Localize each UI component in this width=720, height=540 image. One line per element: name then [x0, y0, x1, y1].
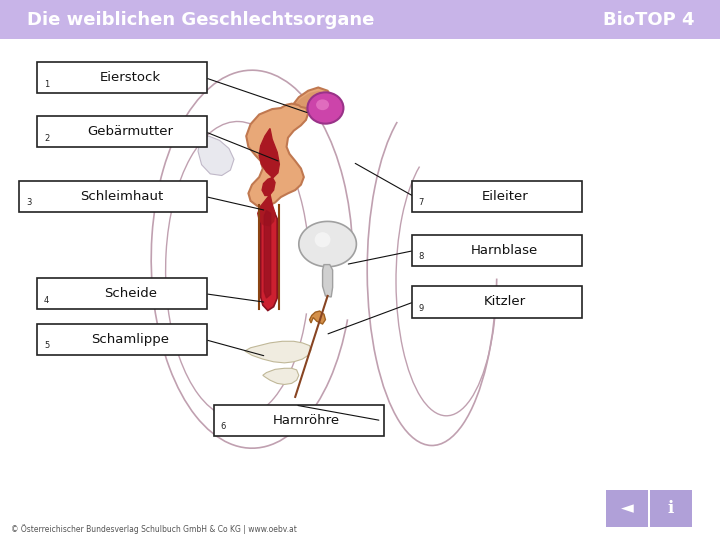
- Text: 6: 6: [220, 422, 225, 431]
- FancyBboxPatch shape: [214, 405, 384, 436]
- Text: 8: 8: [418, 252, 423, 261]
- Text: Schamlippe: Schamlippe: [91, 333, 169, 346]
- FancyBboxPatch shape: [606, 490, 648, 526]
- FancyBboxPatch shape: [37, 324, 207, 355]
- FancyBboxPatch shape: [37, 278, 207, 309]
- Polygon shape: [299, 221, 356, 267]
- Text: 3: 3: [26, 198, 31, 207]
- FancyBboxPatch shape: [412, 181, 582, 212]
- Polygon shape: [294, 87, 333, 109]
- Text: 7: 7: [418, 198, 423, 207]
- Text: Schleimhaut: Schleimhaut: [80, 190, 163, 203]
- Polygon shape: [263, 368, 299, 384]
- Text: 1: 1: [44, 79, 49, 89]
- Polygon shape: [264, 211, 271, 298]
- Polygon shape: [310, 311, 325, 324]
- FancyBboxPatch shape: [650, 490, 692, 526]
- FancyBboxPatch shape: [19, 181, 207, 212]
- Text: ℹ: ℹ: [668, 499, 674, 517]
- FancyBboxPatch shape: [37, 62, 207, 93]
- Text: ◄: ◄: [621, 499, 634, 517]
- FancyBboxPatch shape: [37, 116, 207, 147]
- Text: Gebärmutter: Gebärmutter: [87, 125, 174, 138]
- FancyBboxPatch shape: [412, 235, 582, 266]
- Text: © Österreichischer Bundesverlag Schulbuch GmbH & Co KG | www.oebv.at: © Österreichischer Bundesverlag Schulbuc…: [11, 524, 297, 534]
- Text: Kitzler: Kitzler: [484, 295, 526, 308]
- Polygon shape: [261, 208, 277, 310]
- Text: 5: 5: [44, 341, 49, 350]
- Text: Scheide: Scheide: [104, 287, 157, 300]
- FancyBboxPatch shape: [0, 0, 720, 39]
- Polygon shape: [258, 194, 275, 226]
- Polygon shape: [295, 91, 330, 108]
- Text: 2: 2: [44, 133, 49, 143]
- Ellipse shape: [307, 92, 343, 124]
- FancyBboxPatch shape: [412, 286, 582, 318]
- Ellipse shape: [316, 99, 329, 110]
- Polygon shape: [323, 265, 333, 297]
- Text: BioTOP 4: BioTOP 4: [603, 11, 695, 29]
- Ellipse shape: [315, 232, 330, 247]
- Text: Eierstock: Eierstock: [100, 71, 161, 84]
- Polygon shape: [198, 136, 234, 176]
- Polygon shape: [245, 341, 311, 363]
- Text: 9: 9: [418, 303, 423, 313]
- Text: 4: 4: [44, 295, 49, 305]
- Text: Harnblase: Harnblase: [471, 244, 539, 257]
- Text: Harnröhre: Harnröhre: [273, 414, 341, 427]
- Text: Die weiblichen Geschlechtsorgane: Die weiblichen Geschlechtsorgane: [27, 11, 374, 29]
- Polygon shape: [259, 129, 279, 195]
- Text: Eileiter: Eileiter: [482, 190, 528, 203]
- Polygon shape: [246, 104, 308, 206]
